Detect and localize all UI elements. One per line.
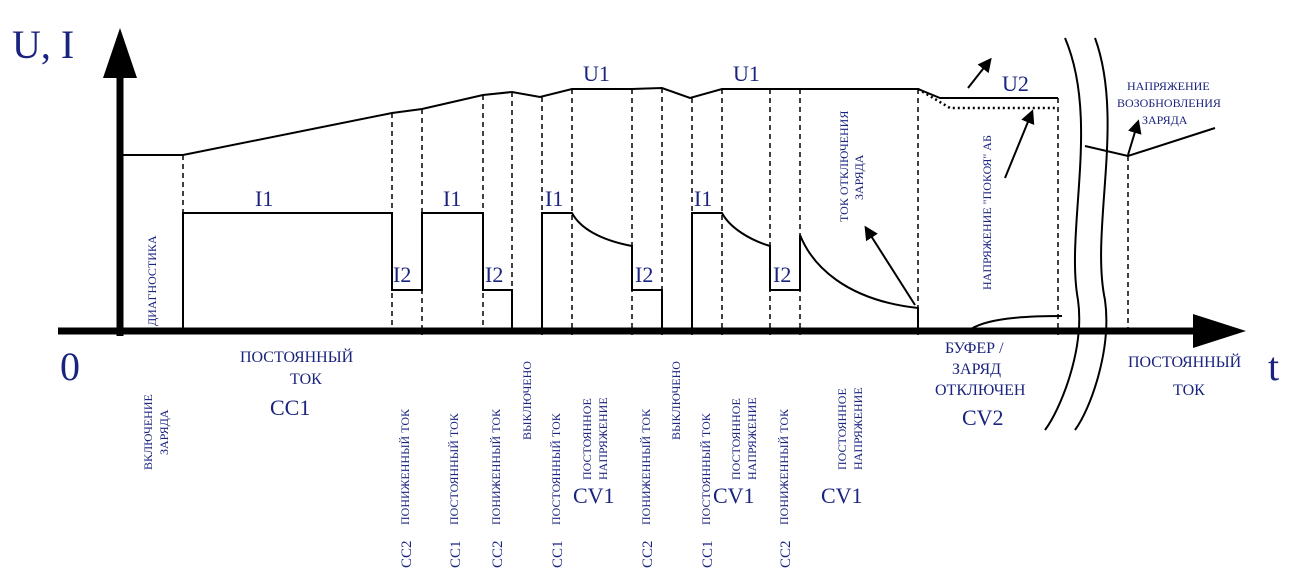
phase-label-cv-3b: НАПРЯЖЕНИЕ [851, 387, 865, 470]
i1-label-3: I1 [545, 186, 563, 211]
phase-label-cv-3a: ПОСТОЯННОЕ [835, 388, 849, 470]
phase-label-cv-2b: НАПРЯЖЕНИЕ [745, 397, 759, 480]
diagnostics-label: ДИАГНОСТИКА [145, 235, 159, 326]
phase-label-off-2: ВЫКЛЮЧЕНО [669, 361, 683, 440]
i2-label-3: I2 [635, 262, 653, 287]
u1-label-1: U1 [583, 61, 610, 86]
i1-label-1: I1 [255, 186, 273, 211]
resume-label-1: НАПРЯЖЕНИЕ [1127, 79, 1210, 93]
i1-label-4: I1 [694, 186, 712, 211]
charge-on-label-1: ВКЛЮЧЕНИЕ [141, 394, 155, 470]
i2-label-4: I2 [773, 262, 791, 287]
y-axis-label: U, I [12, 22, 74, 67]
i2-label-2: I2 [485, 262, 503, 287]
phase-code-cv1-3: CV1 [821, 483, 863, 508]
i2-label-1: I2 [393, 262, 411, 287]
phase-code-cc2-3: CC2 [640, 540, 656, 568]
phase-label-cv-2a: ПОСТОЯННОЕ [729, 398, 743, 480]
phase-code-cc1-2: CC1 [550, 540, 566, 568]
const-current-label-2: ТОК [290, 371, 322, 388]
phase-code-cv1-1: CV1 [573, 483, 615, 508]
rest-voltage-label: НАПРЯЖЕНИЕ "ПОКОЯ" АБ [980, 135, 994, 290]
axes [58, 28, 1246, 348]
u1-label-2: U1 [733, 61, 760, 86]
cutoff-current-label-1: ТОК ОТКЛЮЧЕНИЯ [837, 111, 851, 222]
phase-label-constant-1: ПОСТОЯННЫЙ ТОК [447, 412, 461, 525]
origin-label: 0 [60, 344, 80, 389]
axis-break [1045, 38, 1108, 430]
phase-label-reduced-3: ПОНИЖЕННЫЙ ТОК [639, 408, 653, 525]
resume-label-2: ВОЗОБНОВЛЕНИЯ [1117, 96, 1221, 110]
end-const-current-label-1: ПОСТОЯННЫЙ [1128, 352, 1242, 371]
buffer-label-2: ЗАРЯД [952, 361, 1001, 378]
phase-label-reduced-1: ПОНИЖЕННЫЙ ТОК [398, 408, 412, 525]
phase-label-cv-1b: НАПРЯЖЕНИЕ [596, 397, 610, 480]
phase-label-constant-3: ПОСТОЯННЫЙ ТОК [699, 412, 713, 525]
phase-code-cc1-1: CC1 [448, 540, 464, 568]
phase-label-cv-1a: ПОСТОЯННОЕ [580, 398, 594, 480]
end-const-current-label-2: ТОК [1173, 382, 1205, 399]
buffer-label-3: ОТКЛЮЧЕН [935, 382, 1026, 399]
x-axis-label: t [1268, 344, 1279, 389]
phase-code-cc1-3: CC1 [700, 540, 716, 568]
cv2-label: CV2 [962, 405, 1004, 430]
x-axis-arrowhead [1193, 314, 1246, 348]
phase-label-reduced-4: ПОНИЖЕННЫЙ ТОК [777, 408, 791, 525]
const-current-label-1: ПОСТОЯННЫЙ [240, 347, 354, 366]
phase-label-off-1: ВЫКЛЮЧЕНО [520, 361, 534, 440]
phase-code-cv1-2: CV1 [713, 483, 755, 508]
phase-code-cc2-1: CC2 [399, 540, 415, 568]
cutoff-current-label-2: ЗАРЯДА [852, 154, 866, 200]
annotation-arrows [866, 60, 1138, 305]
voltage-after-break [1085, 128, 1215, 156]
phase-label-reduced-2: ПОНИЖЕННЫЙ ТОК [489, 408, 503, 525]
cc1-main-label: CC1 [270, 395, 310, 420]
u2-label: U2 [1002, 71, 1029, 96]
i1-label-2: I1 [443, 186, 461, 211]
y-axis-arrowhead [103, 28, 137, 78]
phase-code-cc2-2: CC2 [490, 540, 506, 568]
current-curve [183, 213, 918, 331]
resume-label-3: ЗАРЯДА [1142, 113, 1188, 127]
phase-code-cc2-4: CC2 [778, 540, 794, 568]
phase-labels: ПОНИЖЕННЫЙ ТОК CC2 ПОСТОЯННЫЙ ТОК CC1 ПО… [398, 361, 865, 568]
phase-label-constant-2: ПОСТОЯННЫЙ ТОК [549, 412, 563, 525]
charge-on-label-2: ЗАРЯДА [157, 409, 171, 455]
buffer-label-1: БУФЕР / [945, 340, 1004, 357]
